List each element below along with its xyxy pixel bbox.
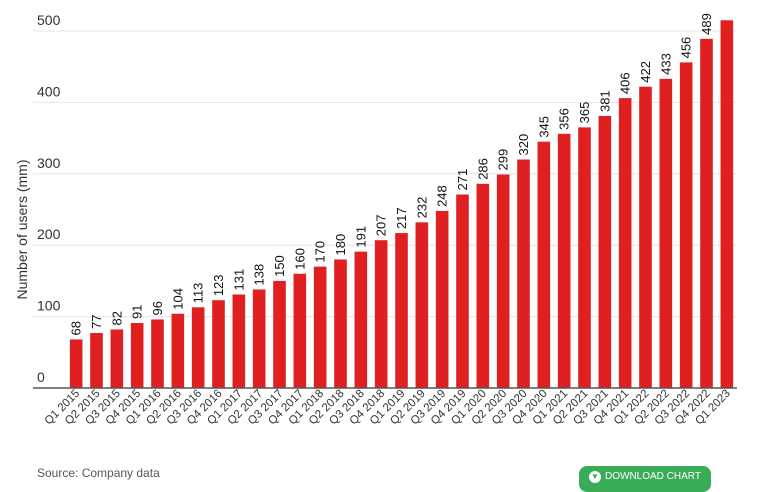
y-tick-label: 500 [37, 12, 61, 28]
value-label: 356 [557, 108, 572, 130]
value-label: 232 [414, 197, 429, 219]
bar [171, 313, 185, 388]
bar [659, 78, 673, 388]
bar [496, 174, 510, 388]
value-label: 286 [475, 158, 490, 180]
bar [537, 141, 551, 388]
bar [578, 127, 591, 388]
bar [151, 319, 164, 388]
bar [252, 289, 266, 388]
value-label: 138 [252, 264, 267, 286]
bar [720, 20, 734, 388]
bar [334, 259, 347, 388]
bar [293, 273, 307, 388]
bar [191, 307, 205, 388]
value-label: 271 [455, 169, 470, 191]
bar [679, 62, 693, 388]
value-label: 365 [577, 102, 592, 124]
bar [700, 38, 713, 388]
y-tick-label: 100 [37, 298, 61, 314]
bar [273, 280, 286, 388]
value-label: 180 [333, 234, 348, 256]
bar [435, 210, 449, 388]
bar [517, 159, 530, 388]
value-labels: 68 77 82 91 96 104 113 123 131 138 150 160 170 180 191… [69, 13, 714, 335]
bar [598, 115, 612, 388]
bar [557, 133, 571, 388]
value-label: 345 [536, 116, 551, 138]
bar [639, 86, 652, 388]
download-chart-label: Download chart [605, 471, 701, 482]
value-label: 320 [516, 134, 531, 156]
value-label: 131 [231, 269, 246, 291]
bar [212, 300, 225, 388]
download-arrow-icon: ▼ [589, 471, 601, 483]
value-label: 77 [89, 315, 104, 329]
bar [313, 266, 327, 388]
bar [90, 333, 103, 388]
source-note: Source: Company data [37, 466, 160, 480]
y-axis-ticks: 0 100 200 300 400 500 [37, 12, 61, 385]
value-label: 456 [679, 37, 694, 59]
bar [130, 323, 144, 388]
bar [456, 194, 469, 388]
value-label: 207 [374, 214, 389, 236]
value-label: 123 [211, 274, 226, 296]
value-label: 68 [69, 321, 84, 335]
bar [110, 329, 124, 388]
value-label: 104 [170, 288, 185, 310]
value-label: 170 [313, 241, 328, 263]
y-tick-label: 300 [37, 155, 61, 171]
value-label: 160 [292, 248, 307, 270]
bar [354, 251, 368, 388]
value-label: 191 [353, 226, 368, 248]
value-label: 433 [658, 53, 673, 75]
y-axis-label: Number of users (mm) [14, 159, 30, 299]
bar [395, 233, 408, 388]
value-label: 299 [496, 149, 511, 171]
y-tick-label: 200 [37, 226, 61, 242]
value-label: 406 [618, 72, 633, 94]
value-label: 381 [597, 90, 612, 112]
bar [232, 294, 246, 388]
y-tick-label: 400 [37, 83, 61, 99]
y-tick-label: 0 [37, 369, 45, 385]
download-chart-button[interactable]: ▼ Download chart [579, 466, 711, 492]
value-label: 96 [150, 301, 165, 315]
bar [415, 222, 429, 388]
value-label: 150 [272, 255, 287, 277]
bar-chart: 0 100 200 300 400 500 Number of users (mm) 68… [14, 12, 737, 428]
value-label: 422 [638, 61, 653, 83]
bar [374, 240, 388, 388]
bar [618, 98, 632, 388]
bar [476, 183, 490, 388]
value-label: 91 [130, 305, 145, 319]
bars [69, 20, 734, 388]
value-label: 489 [699, 13, 714, 35]
bar [69, 339, 83, 388]
value-label: 82 [109, 311, 124, 325]
value-label: 248 [435, 185, 450, 207]
value-label: 113 [191, 283, 206, 304]
value-label: 217 [394, 207, 409, 229]
